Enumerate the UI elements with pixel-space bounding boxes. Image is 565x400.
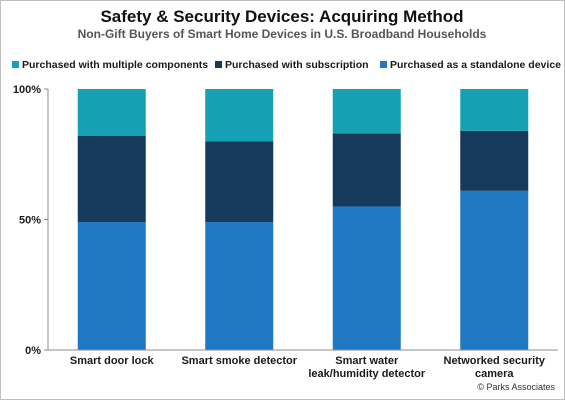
category-label: Networked security camera bbox=[444, 355, 546, 380]
bar-segment bbox=[77, 135, 146, 223]
legend-swatch bbox=[215, 61, 222, 68]
bar-segment bbox=[460, 190, 529, 350]
chart-subtitle: Non-Gift Buyers of Smart Home Devices in… bbox=[78, 27, 487, 41]
legend-swatch bbox=[380, 61, 387, 68]
category-label: Smart door lock bbox=[70, 355, 155, 367]
y-tick-label: 0% bbox=[25, 345, 41, 357]
bar-segment bbox=[332, 206, 401, 350]
bar-segment bbox=[332, 133, 401, 207]
axes: 0% 50% 100% bbox=[13, 84, 558, 357]
y-tick-label: 100% bbox=[13, 84, 41, 96]
bar-segment bbox=[77, 89, 146, 136]
y-tick-label: 50% bbox=[19, 215, 41, 227]
legend-swatch bbox=[12, 61, 19, 68]
category-label: Smart water leak/humidity detector bbox=[308, 355, 425, 380]
legend-label: Purchased as a standalone device bbox=[390, 59, 561, 71]
legend-label: Purchased with multiple components bbox=[22, 59, 208, 71]
category-label: Smart smoke detector bbox=[181, 355, 297, 367]
bar-segment bbox=[205, 141, 274, 223]
source-credit: © Parks Associates bbox=[477, 382, 555, 392]
bar-segment bbox=[460, 130, 529, 191]
bars: Smart door lock Smart smoke detector Smart… bbox=[70, 89, 546, 380]
bar-segment bbox=[205, 89, 274, 142]
bar-segment bbox=[332, 89, 401, 134]
chart-title: Safety & Security Devices: Acquiring Met… bbox=[100, 7, 463, 26]
bar-segment bbox=[205, 222, 274, 350]
legend-label: Purchased with subscription bbox=[225, 59, 369, 71]
bar-segment bbox=[460, 89, 529, 131]
bar-segment bbox=[77, 222, 146, 350]
legend: Purchased with multiple components Purcha… bbox=[12, 59, 561, 71]
